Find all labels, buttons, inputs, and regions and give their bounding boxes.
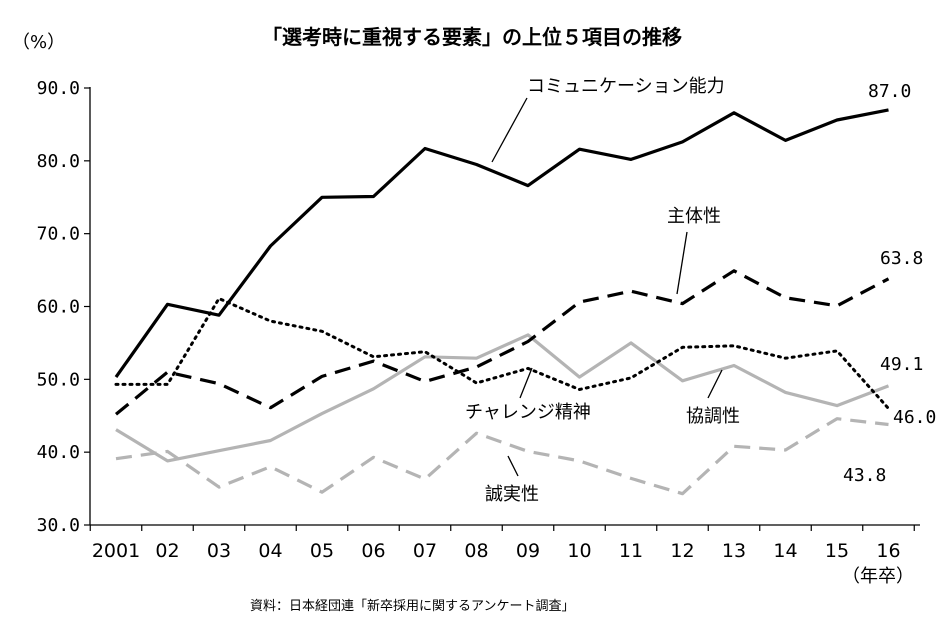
kyochousei-leader-line <box>707 369 723 399</box>
end-value-shutaisei: 63.8 <box>880 248 923 269</box>
comm-leader-line <box>491 97 528 163</box>
x-tick-label: 16 <box>876 540 900 562</box>
x-tick-label: 10 <box>567 540 591 562</box>
series-label-seijitsu: 誠実性 <box>485 484 539 505</box>
y-tick-label: 80.0 <box>37 151 80 172</box>
x-tick-label: 12 <box>670 540 694 562</box>
y-tick-label: 90.0 <box>37 78 80 99</box>
x-ticks: 2001 02 03 04 05 06 07 08 09 10 11 12 13 14 15 16 <box>89 525 915 562</box>
y-axis-unit: （%） <box>12 32 65 53</box>
y-tick-label: 40.0 <box>37 442 80 463</box>
x-tick-label: 04 <box>258 540 282 562</box>
end-value-kyochousei: 49.1 <box>880 354 923 375</box>
x-tick-label: 02 <box>155 540 179 562</box>
series-lines <box>114 108 890 496</box>
x-tick-label: 03 <box>207 540 231 562</box>
x-axis-unit: （年卒） <box>842 566 914 587</box>
series-line-0 <box>114 108 889 379</box>
x-tick-label: 05 <box>310 540 334 562</box>
y-tick-label: 70.0 <box>37 224 80 245</box>
x-tick-label: 07 <box>413 540 437 562</box>
series-line-3 <box>115 333 890 463</box>
end-value-challenge: 46.0 <box>893 407 936 428</box>
series-label-challenge: チャレンジ精神 <box>465 402 591 423</box>
y-tick-label: 50.0 <box>37 369 80 390</box>
x-tick-label: 14 <box>773 540 797 562</box>
x-tick-label: 13 <box>722 540 746 562</box>
source-note: 資料：日本経団連「新卒採用に関するアンケート調査」 <box>250 598 574 614</box>
series-line-1 <box>114 269 890 416</box>
chart-title: 「選考時に重視する要素」の上位５項目の推移 <box>262 25 682 49</box>
end-value-seijitsu: 43.8 <box>843 465 886 486</box>
series-label-communication: コミュニケーション能力 <box>527 76 725 97</box>
x-tick-label: 11 <box>619 540 643 562</box>
series-label-shutaisei: 主体性 <box>667 206 721 227</box>
x-tick-label: 15 <box>825 540 849 562</box>
y-tick-label: 60.0 <box>37 297 80 318</box>
series-line-2 <box>114 297 890 410</box>
series-label-kyochousei: 協調性 <box>686 406 740 427</box>
x-tick-label: 06 <box>361 540 385 562</box>
y-tick-label: 30.0 <box>37 515 80 536</box>
seijitsu-leader-line <box>507 455 519 477</box>
x-tick-label: 2001 <box>92 540 140 562</box>
x-tick-label: 08 <box>464 540 488 562</box>
x-tick-label: 09 <box>516 540 540 562</box>
y-ticks: 30.0 40.0 50.0 60.0 70.0 80.0 90.0 <box>37 78 90 536</box>
shutaisei-leader-line <box>676 231 688 295</box>
series-line-4 <box>115 417 889 496</box>
challenge-leader-line <box>519 367 533 399</box>
end-value-communication: 87.0 <box>868 81 911 102</box>
